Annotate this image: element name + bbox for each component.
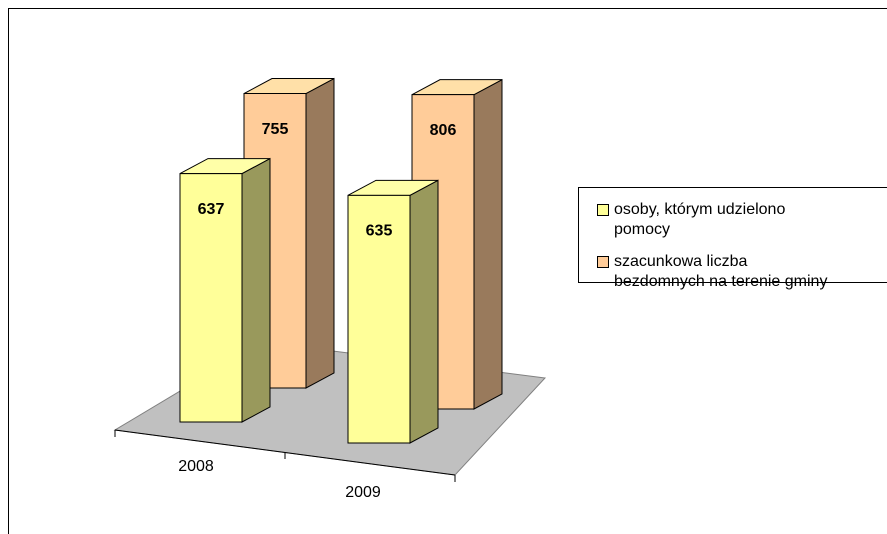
bar-front xyxy=(179,173,243,423)
bar xyxy=(347,179,439,444)
data-label: 637 xyxy=(198,201,225,218)
data-label: 755 xyxy=(262,121,289,138)
data-label: 635 xyxy=(366,223,393,240)
legend-label: osoby, którym udzielono pomocy xyxy=(614,201,786,238)
bar-front xyxy=(347,194,411,444)
legend: osoby, którym udzielono pomocy szacunkowa… xyxy=(578,187,887,290)
bar-side xyxy=(409,179,439,444)
bar-side xyxy=(241,157,271,423)
x-tick-label: 2008 xyxy=(178,458,214,475)
data-label: 806 xyxy=(430,122,457,139)
bar-side xyxy=(305,77,335,389)
frame xyxy=(8,8,887,534)
legend-swatch xyxy=(597,256,609,268)
legend-label: szacunkowa liczba bezdomnych na terenie … xyxy=(614,253,828,290)
legend-entry: szacunkowa liczba bezdomnych na terenie … xyxy=(597,252,887,292)
legend-swatch xyxy=(597,204,609,216)
legend-entry: osoby, którym udzielono pomocy xyxy=(597,200,887,240)
bar-side xyxy=(473,78,503,410)
x-tick-label: 2009 xyxy=(345,484,381,501)
bar xyxy=(179,157,271,423)
